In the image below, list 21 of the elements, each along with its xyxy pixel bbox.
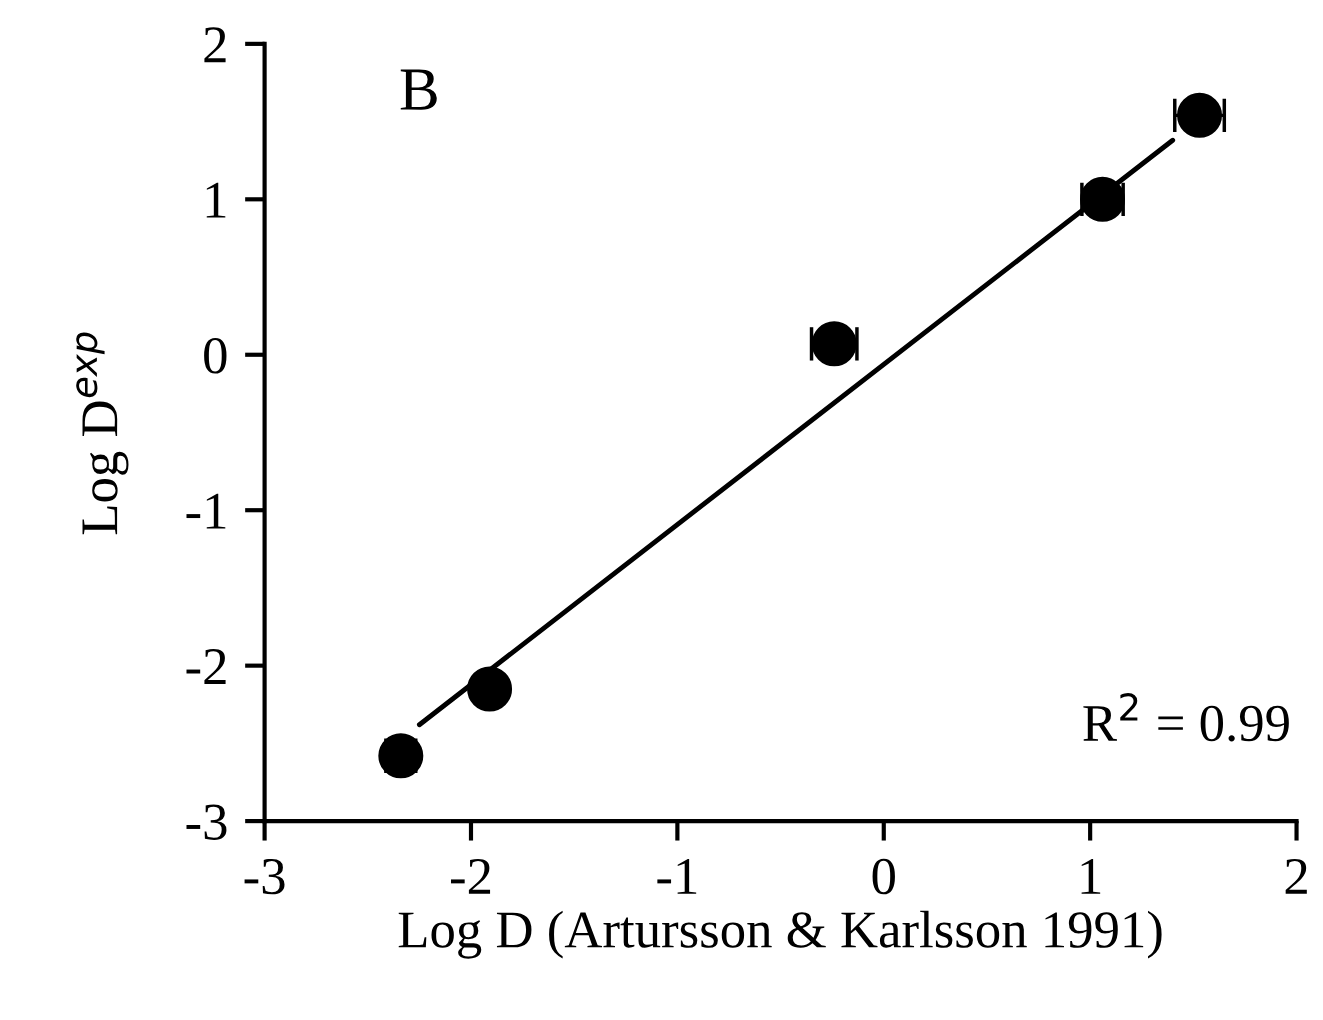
point: [1177, 92, 1223, 138]
x-tick-label: -1: [657, 858, 697, 894]
y-tick-label: -2: [186, 649, 226, 684]
x-tick-label: -2: [450, 858, 491, 894]
x-axis-title: Log D (Artursson & Karlsson 1991): [398, 910, 1162, 959]
annotation: R$^{2}$ = 0.99: [1083, 693, 1289, 742]
y-axis-title: Log D$^{exp}$: [76, 332, 129, 535]
y-tick-label: -1: [186, 493, 226, 529]
y-tick-label: 2: [204, 27, 226, 63]
y-tick-label: 0: [204, 337, 227, 374]
point: [378, 733, 424, 779]
x-tick-label: 2: [1285, 858, 1307, 894]
point: [811, 321, 857, 367]
x-tick-label: 0: [872, 858, 895, 895]
point: [1080, 176, 1126, 222]
point: [467, 666, 513, 712]
y-tick-label: -3: [186, 804, 227, 840]
x-tick-label: 1: [1081, 858, 1101, 894]
y-tick-label: 1: [206, 182, 226, 218]
x-tick-label: -3: [244, 858, 285, 895]
annotation: B: [400, 69, 437, 110]
